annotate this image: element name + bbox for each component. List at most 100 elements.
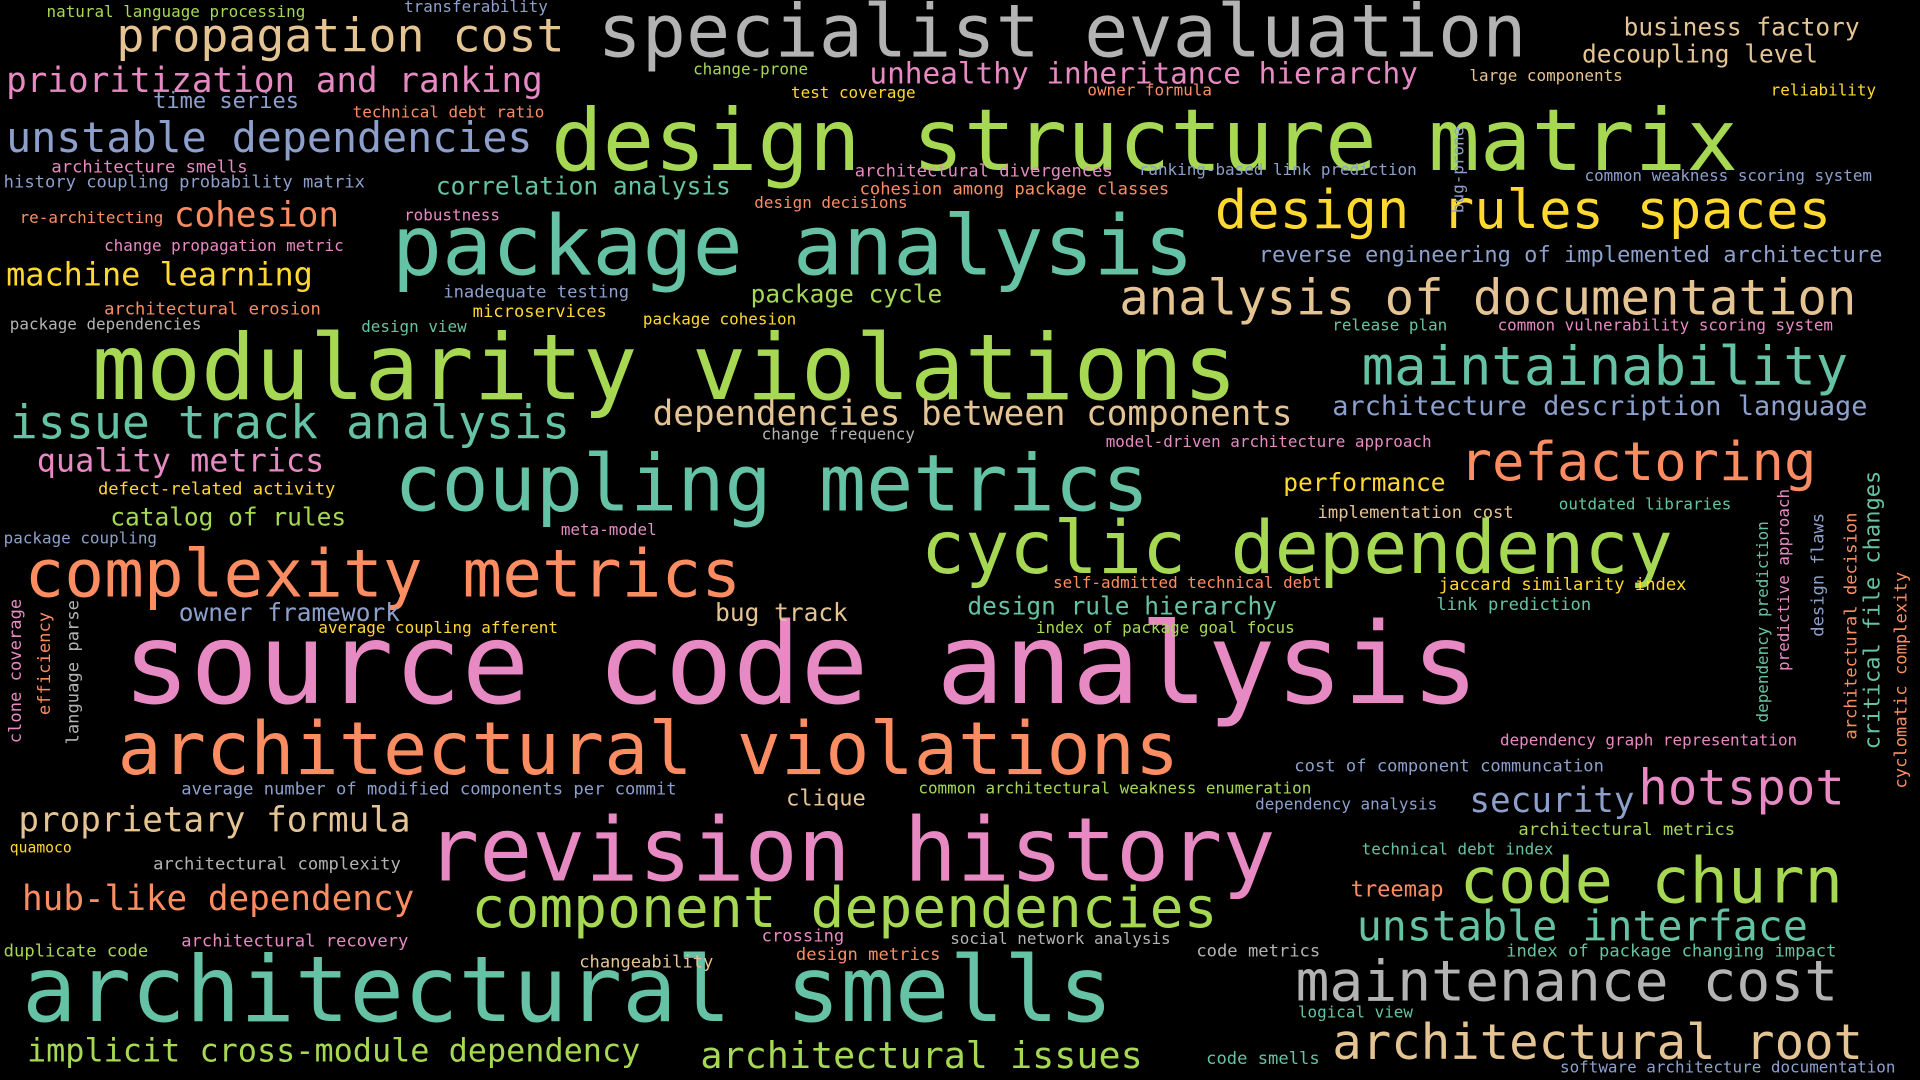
word-architecture-smells: architecture smells bbox=[51, 157, 248, 178]
word-index-of-package-goal-focus: index of package goal focus bbox=[1035, 619, 1295, 638]
word-unhealthy-inheritance-hierarchy: unhealthy inheritance hierarchy bbox=[869, 56, 1418, 91]
word-design-flaws: design flaws bbox=[1808, 512, 1829, 637]
word-language-parse: language parse bbox=[63, 599, 84, 745]
word-decoupling-level: decoupling level bbox=[1582, 39, 1818, 69]
word-modularity-violations: modularity violations bbox=[91, 315, 1238, 422]
word-design-rules-spaces: design rules spaces bbox=[1214, 178, 1832, 242]
word-unstable-interface: unstable interface bbox=[1356, 902, 1808, 952]
word-bug-prone: bug-prone bbox=[1449, 126, 1469, 214]
word-architectural-issues: architectural issues bbox=[700, 1034, 1143, 1078]
word-prioritization-and-ranking: prioritization and ranking bbox=[6, 60, 543, 101]
word-business-factory: business factory bbox=[1623, 12, 1860, 42]
word-propagation-cost: propagation cost bbox=[116, 8, 565, 63]
word-logical-view: logical view bbox=[1297, 1004, 1413, 1023]
word-unstable-dependencies: unstable dependencies bbox=[6, 113, 533, 163]
word-reverse-engineering: reverse engineering of implemented archi… bbox=[1258, 242, 1883, 269]
word-implementation-cost: implementation cost bbox=[1317, 503, 1514, 523]
word-hub-like-dependency: hub-like dependency bbox=[22, 877, 415, 919]
word-test-coverage: test coverage bbox=[791, 84, 916, 103]
word-ranking-based-link-prediction: ranking-based link prediction bbox=[1138, 161, 1417, 181]
word-reliability: reliability bbox=[1770, 82, 1877, 101]
word-link-prediction: link prediction bbox=[1436, 595, 1592, 615]
word-owner-formula: owner formula bbox=[1087, 82, 1212, 101]
word-architectural-divergences: architectural divergences bbox=[854, 161, 1113, 182]
word-architectural-violations: architectural violations bbox=[117, 706, 1180, 793]
word-changeability: changeability bbox=[579, 952, 714, 973]
word-critical-file-changes: critical file changes bbox=[1860, 470, 1886, 750]
word-robustness: robustness bbox=[404, 206, 500, 226]
word-proprietary-formula: proprietary formula bbox=[18, 799, 411, 841]
word-clique: clique bbox=[786, 786, 866, 812]
word-quamoco: quamoco bbox=[9, 838, 72, 856]
word-software-architecture-documentation: software architecture documentation bbox=[1560, 1059, 1896, 1078]
word-correlation-analysis: correlation analysis bbox=[435, 171, 731, 201]
word-architectural-smells: architectural smells bbox=[22, 937, 1114, 1044]
word-code-churn: code churn bbox=[1459, 844, 1843, 919]
word-technical-debt-index: technical debt index bbox=[1361, 841, 1554, 860]
word-hotspot: hotspot bbox=[1638, 760, 1845, 817]
word-inadequate-testing: inadequate testing bbox=[443, 282, 630, 303]
word-cohesion: cohesion bbox=[173, 194, 340, 236]
word-source-code-analysis: source code analysis bbox=[122, 598, 1479, 730]
word-refactoring: refactoring bbox=[1459, 431, 1817, 494]
word-model-driven-architecture-approach: model-driven architecture approach bbox=[1105, 433, 1432, 452]
word-maintenance-cost: maintenance cost bbox=[1295, 947, 1839, 1014]
word-architectural-decision: architectural decision bbox=[1841, 512, 1862, 740]
word-design-rule-hierarchy: design rule hierarchy bbox=[967, 591, 1278, 621]
word-implicit-cross-module-dependency: implicit cross-module dependency bbox=[26, 1033, 641, 1071]
word-outdated-libraries: outdated libraries bbox=[1558, 495, 1732, 515]
word-specialist-evaluation: specialist evaluation bbox=[597, 0, 1527, 75]
word-design-metrics: design metrics bbox=[795, 945, 941, 965]
word-package-coupling: package coupling bbox=[3, 530, 158, 549]
word-time-series: time series bbox=[153, 88, 300, 114]
word-average-coupling-afferent: average coupling afferent bbox=[318, 619, 558, 638]
word-analysis-of-documentation: analysis of documentation bbox=[1119, 270, 1857, 327]
word-treemap: treemap bbox=[1350, 876, 1444, 903]
word-dependency-graph-representation: dependency graph representation bbox=[1500, 732, 1798, 751]
word-coupling-metrics: coupling metrics bbox=[394, 439, 1150, 531]
word-architectural-root: architectural root bbox=[1332, 1015, 1864, 1072]
word-change-propagation-metric: change propagation metric bbox=[104, 237, 344, 256]
word-quality-metrics: quality metrics bbox=[36, 443, 325, 481]
word-cohesion-among-package-classes: cohesion among package classes bbox=[859, 180, 1170, 200]
word-natural-language-processing: natural language processing bbox=[46, 3, 306, 23]
word-index-of-package-changing-impact: index of package changing impact bbox=[1506, 941, 1837, 962]
word-design-decisions: design decisions bbox=[754, 194, 908, 214]
word-common-vulnerability-scoring-system: common vulnerability scoring system bbox=[1497, 317, 1833, 336]
word-duplicate-code: duplicate code bbox=[3, 941, 149, 962]
word-package-dependencies: package dependencies bbox=[9, 315, 202, 335]
word-release-plan: release plan bbox=[1332, 317, 1448, 336]
word-revision-history: revision history bbox=[426, 798, 1276, 902]
word-cyclomatic-complexity: cyclomatic complexity bbox=[1891, 571, 1912, 789]
word-history-coupling-probability-matrix: history coupling probability matrix bbox=[3, 172, 365, 193]
word-change-prone: change-prone bbox=[693, 61, 809, 80]
word-bug-track: bug track bbox=[715, 597, 848, 627]
word-dependency-prediction: dependency prediction bbox=[1754, 521, 1774, 723]
word-predictive-approach: predictive approach bbox=[1775, 488, 1794, 672]
word-large-components: large components bbox=[1469, 67, 1623, 86]
word-architectural-recovery: architectural recovery bbox=[181, 931, 409, 952]
word-cost-of-component-communcation: cost of component communcation bbox=[1294, 756, 1604, 777]
word-code-metrics: code metrics bbox=[1196, 941, 1321, 962]
word-clone-coverage: clone coverage bbox=[6, 598, 26, 744]
word-security: security bbox=[1469, 780, 1635, 821]
word-design-view: design view bbox=[361, 318, 467, 337]
word-performance: performance bbox=[1283, 467, 1446, 498]
word-catalog-of-rules: catalog of rules bbox=[110, 502, 347, 532]
word-design-structure-matrix: design structure matrix bbox=[551, 90, 1738, 192]
word-transferability: transferability bbox=[404, 0, 548, 18]
word-owner-framework: owner framework bbox=[178, 597, 400, 627]
word-common-weakness-scoring-system: common weakness scoring system bbox=[1584, 167, 1873, 187]
word-crossing: crossing bbox=[761, 926, 845, 947]
word-architectural-erosion: architectural erosion bbox=[104, 300, 321, 320]
word-self-admitted-technical-debt: self-admitted technical debt bbox=[1053, 574, 1322, 593]
word-defect-related-activity: defect-related activity bbox=[97, 480, 336, 500]
word-re-architecting: re-architecting bbox=[19, 209, 164, 228]
word-component-dependencies: component dependencies bbox=[471, 874, 1218, 941]
word-issue-track-analysis: issue track analysis bbox=[9, 395, 571, 450]
word-efficiency: efficiency bbox=[35, 611, 56, 716]
word-code-smells: code smells bbox=[1206, 1049, 1320, 1069]
word-common-architectural-weakness-enumeration: common architectural weakness enumeratio… bbox=[918, 780, 1312, 799]
word-complexity-metrics: complexity metrics bbox=[24, 535, 742, 613]
